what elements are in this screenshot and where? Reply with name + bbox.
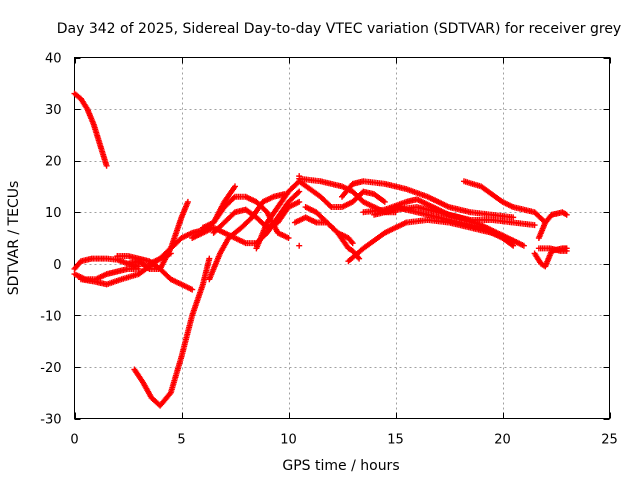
data-point xyxy=(296,188,303,195)
y-axis-title: SDTVAR / TECUs xyxy=(6,181,22,296)
data-point xyxy=(531,222,538,229)
series-arc9 xyxy=(206,191,288,283)
data-point xyxy=(285,235,292,241)
data-point xyxy=(356,255,363,262)
x-tick-labels: 0 5 10 15 20 25 xyxy=(70,433,617,448)
data-point xyxy=(349,240,356,247)
series-arc16 xyxy=(302,204,356,247)
data-point xyxy=(103,162,110,169)
series-outliers xyxy=(296,173,303,249)
series-arc17 xyxy=(296,178,388,211)
data-point xyxy=(230,194,237,201)
data-point xyxy=(296,242,303,249)
data-point xyxy=(184,198,191,205)
data-point xyxy=(296,173,303,180)
x-tick-label: 20 xyxy=(494,433,511,448)
series-arc25 xyxy=(535,209,570,241)
series-arc5 xyxy=(114,253,196,293)
series-arc1 xyxy=(71,90,110,169)
data-point xyxy=(327,202,334,209)
data-point xyxy=(166,391,173,398)
x-axis-title: GPS time / hours xyxy=(282,458,399,474)
data-point xyxy=(232,183,238,190)
data-points xyxy=(71,90,570,409)
data-point xyxy=(381,198,388,205)
x-tick-label: 0 xyxy=(70,433,78,448)
plot-frame xyxy=(74,57,610,419)
x-tick-label: 25 xyxy=(601,433,618,448)
series-arc18 xyxy=(339,178,517,221)
series-arc23 xyxy=(460,178,549,226)
data-point xyxy=(563,211,570,218)
data-point xyxy=(135,265,142,272)
x-tick-label: 15 xyxy=(387,433,404,448)
data-point xyxy=(348,238,355,245)
data-point xyxy=(510,214,517,221)
y-tick-label: 30 xyxy=(45,103,62,118)
y-tick-label: 20 xyxy=(45,155,62,170)
data-point xyxy=(295,189,302,196)
data-point xyxy=(510,242,517,249)
data-point xyxy=(563,247,570,254)
data-point xyxy=(189,286,196,293)
data-point xyxy=(520,242,527,249)
data-point xyxy=(206,255,213,262)
y-tick-label: 10 xyxy=(45,206,62,221)
series-arc2 xyxy=(71,255,142,272)
x-tick-label: 10 xyxy=(280,433,297,448)
series-arc6 xyxy=(131,255,213,409)
y-tick-label: -10 xyxy=(40,309,61,324)
data-point xyxy=(296,198,303,205)
series-arc19 xyxy=(345,216,517,265)
x-tick-label: 5 xyxy=(177,433,185,448)
series-arc13 xyxy=(253,178,303,252)
series-arc11 xyxy=(199,193,292,241)
y-tick-label: -30 xyxy=(40,413,61,428)
series-arc22 xyxy=(392,204,517,249)
y-tick-label: 0 xyxy=(53,258,61,273)
y-tick-labels: -30 -20 -10 0 10 20 30 40 xyxy=(40,52,61,428)
axis-ticks xyxy=(74,57,611,420)
series-arc26 xyxy=(535,245,570,254)
grid-lines xyxy=(74,57,610,419)
y-tick-label: -20 xyxy=(40,361,61,376)
y-tick-label: 40 xyxy=(45,52,62,67)
chart-title: Day 342 of 2025, Sidereal Day-to-day VTE… xyxy=(57,21,621,37)
